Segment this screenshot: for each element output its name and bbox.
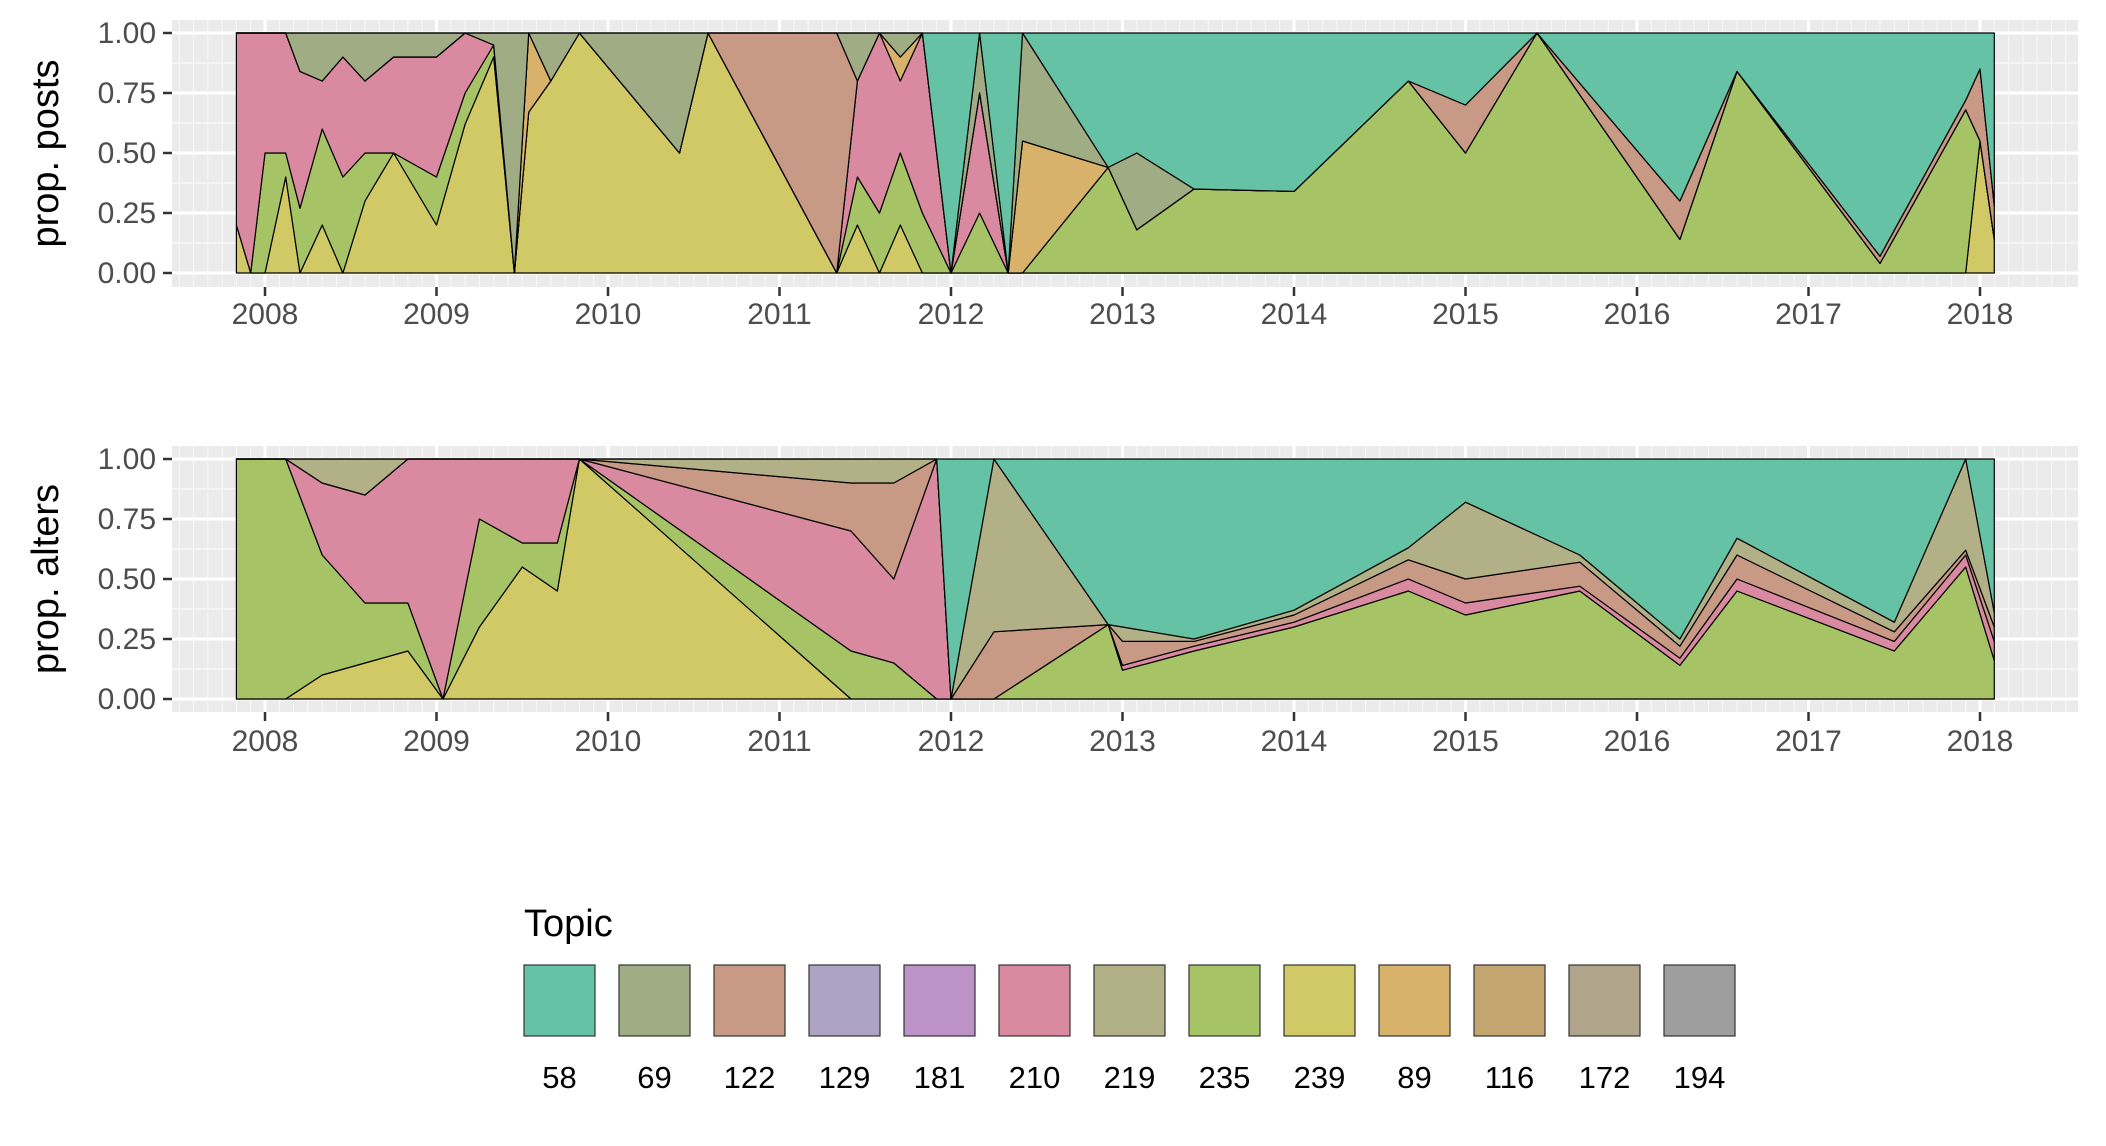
posts-area-topic-58 xyxy=(235,32,1995,274)
legend-label-116: 116 xyxy=(1485,1060,1534,1095)
posts-ytick-label: 1.00 xyxy=(98,17,156,50)
posts-xtick-label: 2014 xyxy=(1261,298,1328,331)
legend-label-58: 58 xyxy=(542,1060,576,1095)
alters-ytick-label: 0.00 xyxy=(98,683,156,716)
posts-xtick-label: 2015 xyxy=(1432,298,1499,331)
legend-label-122: 122 xyxy=(724,1060,776,1095)
legend-key-239 xyxy=(1283,964,1356,1037)
alters-ylabel: prop. alters xyxy=(25,484,67,674)
legend-label-235: 235 xyxy=(1199,1060,1251,1095)
legend-label-129: 129 xyxy=(819,1060,871,1095)
legend-key-58 xyxy=(523,964,596,1037)
legend-key-69 xyxy=(618,964,691,1037)
alters-ytick-label: 0.25 xyxy=(98,623,156,656)
legend-label-181: 181 xyxy=(914,1060,966,1095)
alters-xtick-label: 2016 xyxy=(1604,725,1671,758)
alters-xtick-label: 2018 xyxy=(1947,725,2014,758)
alters-xtick-label: 2012 xyxy=(918,725,985,758)
legend-label-89: 89 xyxy=(1397,1060,1431,1095)
legend-label-69: 69 xyxy=(637,1060,671,1095)
alters-xtick-label: 2010 xyxy=(575,725,642,758)
alters-area-topic-58 xyxy=(235,458,1995,700)
alters-xtick-label: 2008 xyxy=(232,725,299,758)
posts-xtick-label: 2010 xyxy=(575,298,642,331)
alters-xtick-label: 2009 xyxy=(403,725,470,758)
posts-ytick-label: 0.75 xyxy=(98,77,156,110)
alters-ytick-label: 0.50 xyxy=(98,563,156,596)
alters-xtick-label: 2014 xyxy=(1261,725,1328,758)
posts-xtick-label: 2009 xyxy=(403,298,470,331)
posts-xtick-label: 2012 xyxy=(918,298,985,331)
legend-key-172 xyxy=(1568,964,1641,1037)
legend-label-194: 194 xyxy=(1674,1060,1726,1095)
legend-label-239: 239 xyxy=(1294,1060,1346,1095)
posts-ylabel: prop. posts xyxy=(25,60,67,248)
legend-label-210: 210 xyxy=(1009,1060,1061,1095)
legend-key-89 xyxy=(1378,964,1451,1037)
posts-ytick-label: 0.50 xyxy=(98,137,156,170)
legend-key-116 xyxy=(1473,964,1546,1037)
legend-key-129 xyxy=(808,964,881,1037)
alters-xtick-label: 2015 xyxy=(1432,725,1499,758)
alters-xtick-label: 2013 xyxy=(1089,725,1156,758)
legend-label-172: 172 xyxy=(1579,1060,1631,1095)
posts-ytick-label: 0.00 xyxy=(98,257,156,290)
alters-areas xyxy=(235,458,1995,700)
posts-panel: 0.00 0.25 0.50 0.75 1.00 2008 2009 2010 2011 2012… xyxy=(25,17,2078,331)
legend-key-219 xyxy=(1093,964,1166,1037)
legend-key-122 xyxy=(713,964,786,1037)
alters-panel: 0.00 0.25 0.50 0.75 1.00 2008 2009 2010 2011 2012… xyxy=(25,443,2078,758)
legend-title: Topic xyxy=(524,903,613,945)
legend-key-235 xyxy=(1188,964,1261,1037)
alters-ytick-label: 0.75 xyxy=(98,503,156,536)
legend-label-219: 219 xyxy=(1104,1060,1156,1095)
posts-areas xyxy=(235,32,1995,274)
posts-xtick-label: 2008 xyxy=(232,298,299,331)
posts-xtick-label: 2018 xyxy=(1947,298,2014,331)
legend-key-210 xyxy=(998,964,1071,1037)
alters-ytick-label: 1.00 xyxy=(98,443,156,476)
posts-xtick-label: 2011 xyxy=(747,298,812,331)
legend-key-194 xyxy=(1663,964,1736,1037)
legend-key-181 xyxy=(903,964,976,1037)
topic-legend: Topic 58 69 122 129 181 210 219 235 239 89 116 172 1… xyxy=(523,903,1736,1095)
posts-xtick-label: 2017 xyxy=(1775,298,1842,331)
posts-xtick-label: 2016 xyxy=(1604,298,1671,331)
posts-ytick-label: 0.25 xyxy=(98,197,156,230)
posts-xtick-label: 2013 xyxy=(1089,298,1156,331)
alters-xtick-label: 2011 xyxy=(747,725,812,758)
alters-xtick-label: 2017 xyxy=(1775,725,1842,758)
